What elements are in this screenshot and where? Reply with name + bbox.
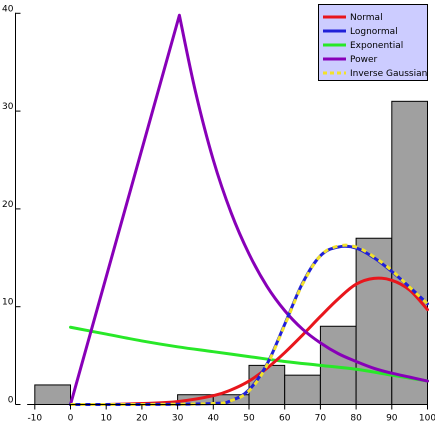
x-tick-label: 90 [386,414,398,424]
x-tick-label: 0 [68,414,74,424]
y-tick-label: 10 [2,298,14,308]
x-tick-label: 80 [350,414,362,424]
histogram-bar [284,374,321,406]
legend-label-power: Power [350,55,378,65]
x-tick-label: 30 [172,414,184,424]
y-tick-label: 20 [2,200,14,210]
x-tick-label: -10 [27,414,42,424]
legend-label-inverse-gaussian: Inverse Gaussian [350,69,427,79]
x-tick-label: 100 [419,414,435,424]
y-tick-label: 0 [8,396,14,406]
legend: Normal Lognormal Exponential Power Inverse G… [318,4,428,81]
histogram-bars [34,100,428,406]
y-axis-ticks: 0 10 20 30 40 [2,4,21,406]
x-tick-label: 20 [136,414,148,424]
series-line-exponential [69,325,429,383]
y-tick-label: 30 [2,102,14,112]
x-tick-label: 40 [208,414,220,424]
histogram-bar [391,100,428,405]
x-tick-label: 50 [243,414,255,424]
histogram-bar [34,384,71,406]
x-tick-label: 70 [315,414,327,424]
legend-label-lognormal: Lognormal [350,27,398,37]
legend-label-exponential: Exponential [350,41,403,51]
histogram-bar [355,237,393,405]
y-tick-label: 40 [2,4,14,14]
x-tick-label: 10 [100,414,112,424]
x-tick-label: 60 [279,414,291,424]
legend-label-normal: Normal [350,13,383,23]
series-line-normal [69,276,429,406]
distribution-curves [69,13,429,407]
series-line-inverse-gaussian [70,243,429,407]
x-axis-ticks: -10 0 10 20 30 40 50 60 70 80 90 100 [27,404,435,424]
series-line-power [69,13,429,406]
